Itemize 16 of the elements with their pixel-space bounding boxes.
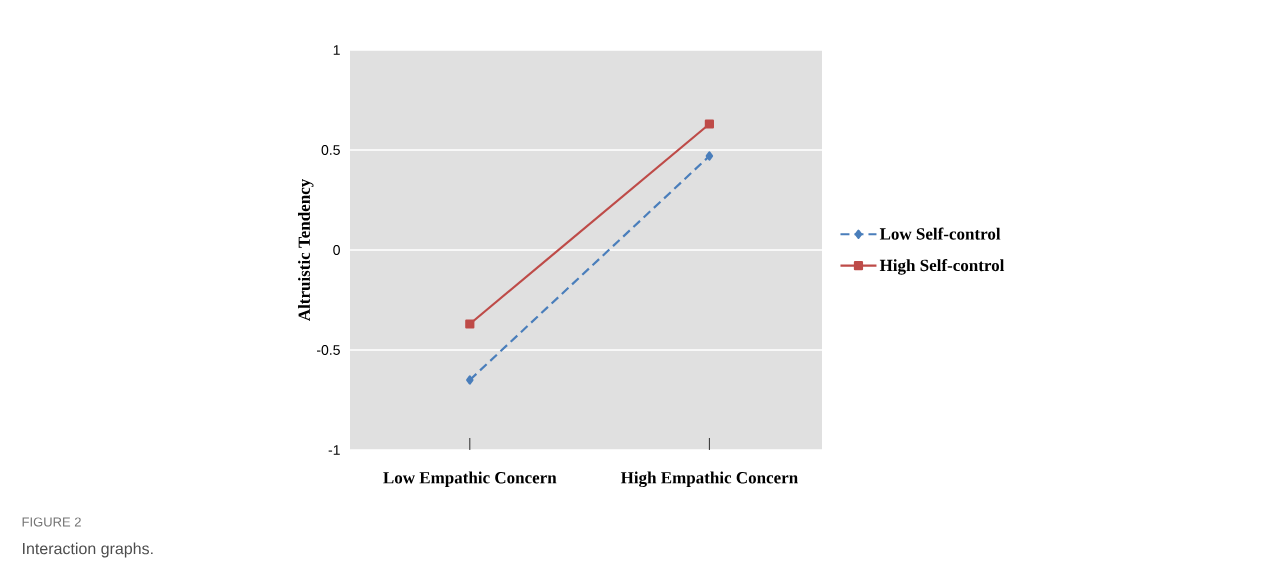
- x-tick-label: High Empathic Concern: [620, 471, 798, 488]
- legend-label: High Self-control: [879, 258, 1005, 275]
- y-tick-label: 0.5: [321, 145, 340, 155]
- y-tick-label: -0.5: [316, 345, 340, 355]
- point: [704, 119, 714, 129]
- y-axis-title: Altruistic Tendency: [298, 178, 314, 322]
- point: [466, 375, 474, 385]
- legend-label: Low Self-control: [879, 227, 1001, 240]
- point: [705, 151, 714, 161]
- y-tick-label: 0: [333, 245, 340, 255]
- x-tick-label: Low Empathic Concern: [383, 471, 557, 487]
- y-tick-label: -1: [328, 445, 340, 455]
- point: [465, 319, 475, 329]
- y-tick-label: 1: [333, 45, 340, 55]
- text: Interaction graphs.: [23, 542, 153, 558]
- caption: FIGURE 2: [22, 517, 81, 527]
